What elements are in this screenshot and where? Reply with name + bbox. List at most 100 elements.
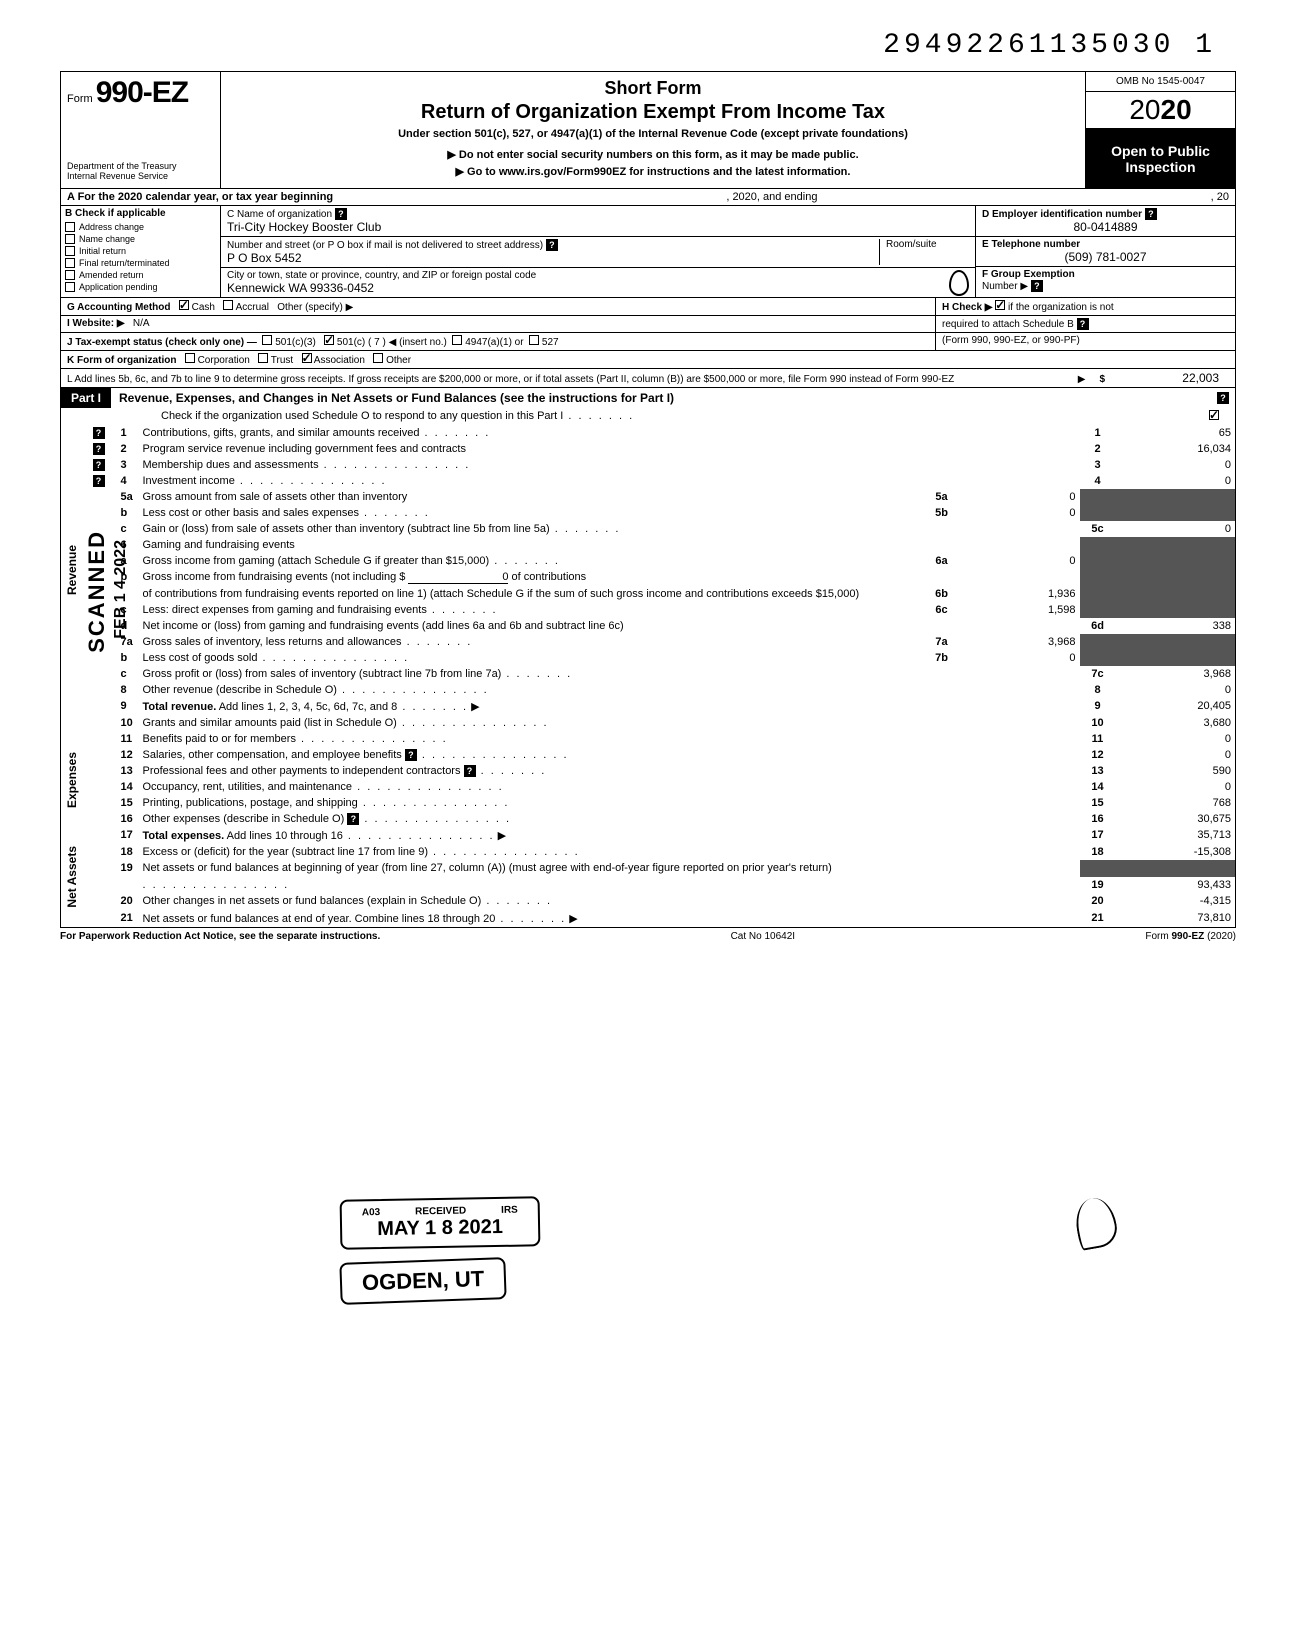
help-icon[interactable]: ? [347,813,359,825]
shaded-cell [1080,537,1116,618]
form-subtitle: Under section 501(c), 527, or 4947(a)(1)… [241,128,1065,140]
line-ref: 12 [1080,747,1116,763]
row-i-website: I Website: ▶ N/A required to attach Sche… [61,316,1235,333]
chk-address-change-label: Address change [79,222,144,232]
website-value: N/A [133,318,150,329]
part-1-label: Part I [61,388,111,408]
info-rows: G Accounting Method Cash Accrual Other (… [60,297,1236,368]
h-cell-3: (Form 990, 990-EZ, or 990-PF) [935,333,1235,350]
line-desc: Gaming and fundraising events [143,539,295,551]
shaded-cell [1116,537,1236,618]
table-row: b Less cost or other basis and sales exp… [61,505,1236,521]
j-label: J Tax-exempt status (check only one) — [67,337,257,348]
table-row: 13 Professional fees and other payments … [61,763,1236,779]
line-ref: 4 [1080,473,1116,489]
line-ref: 8 [1080,682,1116,698]
cash-label: Cash [192,302,215,313]
chk-527[interactable] [529,335,539,345]
line-value: 16,034 [1116,441,1236,457]
part-1-subtext: Check if the organization used Schedule … [60,408,1236,425]
help-icon[interactable]: ? [1217,392,1229,404]
org-name: Tri-City Hockey Booster Club [227,220,381,234]
h-text: if the organization is not [1008,302,1114,313]
shaded-cell [1080,860,1116,876]
line-desc: Professional fees and other payments to … [143,765,461,777]
identification-block: B Check if applicable Address change Nam… [60,205,1236,297]
chk-final-return[interactable]: Final return/terminated [61,257,220,269]
chk-assoc[interactable] [302,353,312,363]
mid-ref: 7b [924,650,960,666]
chk-trust[interactable] [258,353,268,363]
chk-accrual[interactable] [223,300,233,310]
chk-h[interactable] [995,300,1005,310]
chk-501c3[interactable] [262,335,272,345]
part-1-sub-label: Check if the organization used Schedule … [161,410,1209,423]
help-icon[interactable]: ? [93,443,105,455]
table-row: 15 Printing, publications, postage, and … [61,795,1236,811]
chk-cash[interactable] [179,300,189,310]
table-row: 11 Benefits paid to or for members 11 0 [61,731,1236,747]
line-desc: Gain or (loss) from sale of assets other… [143,523,550,535]
mid-ref: 6b [924,586,960,602]
chk-application-pending[interactable]: Application pending [61,281,220,293]
line-desc: Gross income from gaming (attach Schedul… [143,555,490,567]
line-value: 73,810 [1116,910,1236,928]
line-number: 8 [117,682,139,698]
help-icon[interactable]: ? [546,239,558,251]
help-icon[interactable]: ? [1145,208,1157,220]
part-1-header: Part I Revenue, Expenses, and Changes in… [60,387,1236,408]
help-icon[interactable]: ? [93,459,105,471]
line-desc: Occupancy, rent, utilities, and maintena… [143,781,353,793]
chk-corp[interactable] [185,353,195,363]
help-icon[interactable]: ? [405,749,417,761]
help-icon[interactable]: ? [1031,280,1043,292]
shaded-cell [1116,489,1236,521]
stamp-date-text: MAY 1 8 2021 [362,1216,518,1242]
line-number: 17 [117,827,139,844]
row-j-tax-exempt: J Tax-exempt status (check only one) — 5… [61,333,1235,351]
stamp-irs: IRS [501,1205,518,1216]
received-city-stamp: OGDEN, UT [339,1257,507,1305]
scanned-stamp: SCANNED [84,530,110,653]
line-value: 0 [1116,779,1236,795]
line-ref: 19 [1080,877,1116,893]
shaded-cell [1080,489,1116,521]
chk-initial-return[interactable]: Initial return [61,245,220,257]
help-icon[interactable]: ? [335,208,347,220]
dept-treasury: Department of the Treasury Internal Reve… [67,162,214,182]
table-row: of contributions from fundraising events… [61,586,1236,602]
chk-name-change[interactable]: Name change [61,233,220,245]
line-number: 11 [117,731,139,747]
line-desc: Grants and similar amounts paid (list in… [143,717,397,729]
help-icon[interactable]: ? [93,475,105,487]
chk-amended-return[interactable]: Amended return [61,269,220,281]
row-g-accounting: G Accounting Method Cash Accrual Other (… [61,298,1235,316]
help-icon[interactable]: ? [1077,318,1089,330]
help-icon[interactable]: ? [93,427,105,439]
line-a-end: , 20 [1211,191,1229,203]
received-date-stamp: A03RECEIVEDIRS MAY 1 8 2021 [340,1196,541,1249]
assoc-label: Association [314,355,365,366]
open-label: Open to Public [1090,143,1231,159]
line-a-label: A For the 2020 calendar year, or tax yea… [67,191,333,203]
chk-other-org[interactable] [373,353,383,363]
table-row: 19 Net assets or fund balances at beginn… [61,860,1236,876]
line-desc: Membership dues and assessments [143,459,319,471]
chk-schedule-o[interactable] [1209,410,1219,420]
mid-value: 1,936 [960,586,1080,602]
chk-501c[interactable] [324,335,334,345]
document-id-number: 29492261135030 1 [60,30,1236,61]
line-ref: 6d [1080,618,1116,634]
l-amount: 22,003 [1109,371,1229,385]
f-group-cell: F Group Exemption Number ▶ ? [976,267,1235,294]
line-a-tax-year: A For the 2020 calendar year, or tax yea… [60,188,1236,205]
chk-4947[interactable] [452,335,462,345]
right-id-column: D Employer identification number ? 80-04… [975,206,1235,297]
line-value: 65 [1116,425,1236,441]
line-value: 590 [1116,763,1236,779]
mid-ref: 6c [924,602,960,618]
form-header-left: Form 990-EZ Department of the Treasury I… [61,72,221,188]
help-icon[interactable]: ? [464,765,476,777]
chk-address-change[interactable]: Address change [61,221,220,233]
table-row: Expenses 10 Grants and similar amounts p… [61,715,1236,731]
